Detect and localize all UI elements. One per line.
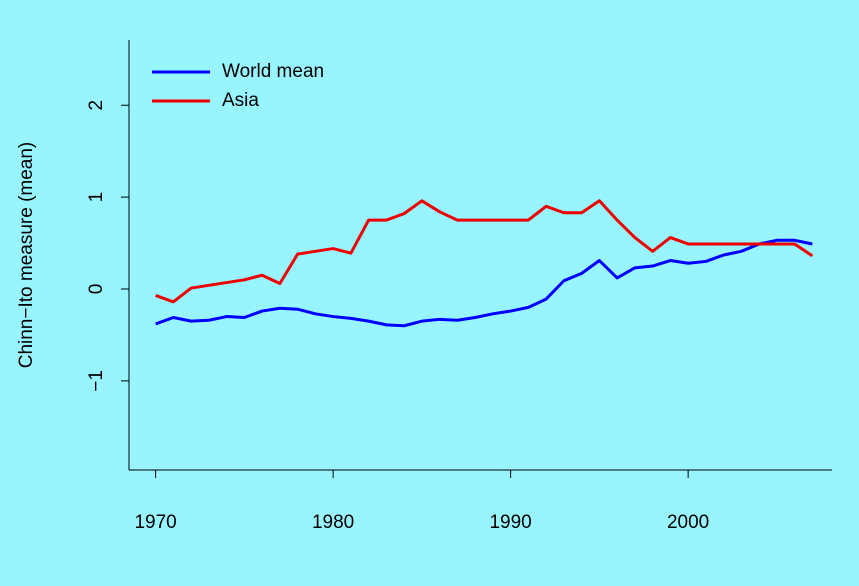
y-tick-label: 2 bbox=[86, 100, 107, 111]
x-tick-label: 1970 bbox=[134, 512, 176, 533]
y-axis-label: Chinn−Ito measure (mean) bbox=[16, 142, 37, 369]
x-tick-label: 2000 bbox=[667, 512, 709, 533]
series-line bbox=[155, 238, 813, 328]
series-line bbox=[155, 199, 814, 304]
legend-label: Asia bbox=[222, 90, 259, 111]
x-tick-label: 1980 bbox=[312, 512, 354, 533]
legend-label: World mean bbox=[222, 61, 324, 82]
x-tick-label: 1990 bbox=[489, 512, 531, 533]
y-tick-label: 0 bbox=[86, 284, 107, 295]
y-tick-label: 1 bbox=[86, 192, 107, 203]
y-tick-label: −1 bbox=[86, 370, 107, 392]
